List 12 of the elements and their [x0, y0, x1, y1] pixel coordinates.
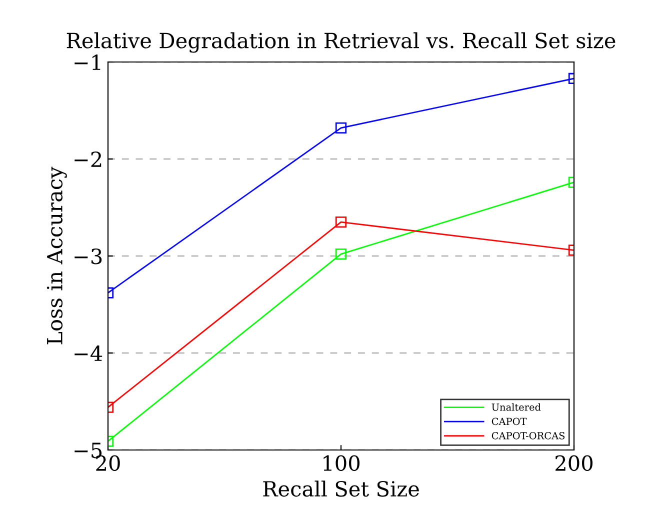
x-tick-label: 200	[556, 455, 592, 471]
y-tick-label: −3	[74, 248, 102, 264]
y-tick-label: −1	[74, 54, 100, 70]
chart-title: Relative Degradation in Retrieval vs. Recall Set size	[66, 32, 616, 53]
y-tick-label: −4	[74, 345, 102, 361]
x-tick-label: 100	[324, 455, 360, 471]
y-axis-title: Loss in Accuracy	[46, 166, 67, 344]
legend-label: CAPOT-ORCAS	[492, 432, 565, 440]
legend-label: Unaltered	[492, 403, 541, 411]
x-axis-title: Recall Set Size	[263, 480, 419, 497]
legend-label: CAPOT	[492, 418, 527, 426]
y-tick-label: −2	[74, 151, 102, 167]
